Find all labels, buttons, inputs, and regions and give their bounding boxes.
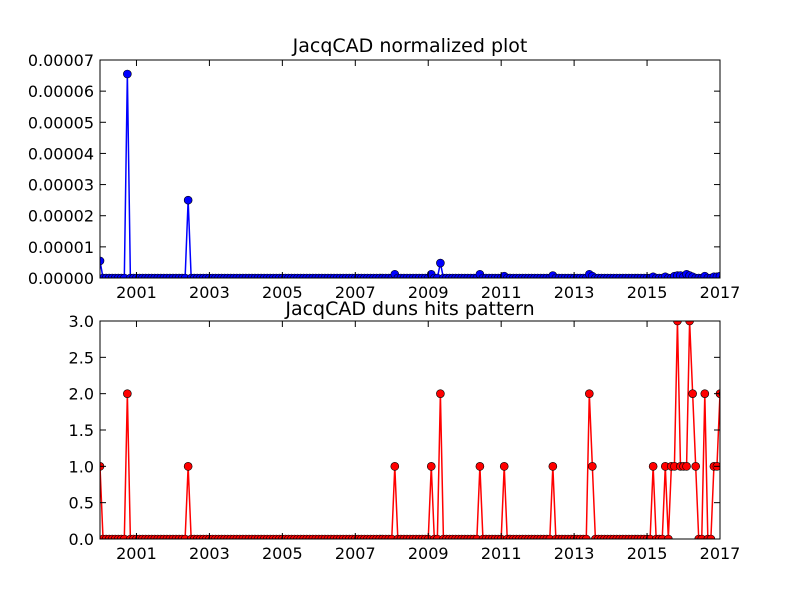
duns-hits-pattern-data-point (123, 389, 132, 398)
duns-hits-pattern-data-point (426, 462, 436, 471)
duns-hits-pattern-data-point (664, 534, 673, 539)
normalized-plot-x-tick-label: 2017 (700, 283, 741, 302)
duns-hits-pattern-data-point (682, 462, 691, 471)
duns-hits-pattern-chart: JacqCAD duns hits pattern 2001 2003 2005 20… (69, 298, 741, 563)
duns-hits-pattern-data-point (673, 321, 682, 326)
duns-hits-pattern-y-tick-label: 1.5 (69, 421, 94, 440)
duns-hits-pattern-data-point (390, 462, 400, 471)
duns-hits-pattern-x-tick-label: 2015 (627, 544, 668, 563)
duns-hits-pattern-x-tick-label: 2005 (262, 544, 303, 563)
duns-hits-pattern-data-point (436, 389, 445, 398)
duns-hits-pattern-y-tick-label: 2.5 (69, 348, 94, 367)
normalized-plot-y-tick-label: 0.00006 (28, 82, 94, 101)
duns-hits-pattern-data-point (585, 389, 594, 398)
duns-hits-pattern-data-point (475, 462, 485, 471)
normalized-plot-y-tick-label: 0.00003 (28, 176, 94, 195)
duns-hits-pattern-data-point (588, 462, 597, 471)
duns-hits-pattern-data-point (685, 321, 694, 326)
duns-hits-pattern-data-point (700, 389, 710, 398)
duns-hits-pattern-data-point (706, 534, 716, 539)
normalized-plot-x-tick-label: 2013 (554, 283, 595, 302)
duns-hits-pattern-data-point (648, 462, 658, 471)
duns-hits-pattern-y-tick-label: 0.0 (69, 530, 94, 549)
duns-hits-pattern-x-tick-label: 2013 (554, 544, 595, 563)
duns-hits-pattern-data-point (499, 462, 509, 471)
normalized-plot-x-tick-label: 2015 (627, 283, 668, 302)
duns-hits-pattern-data-point (581, 534, 591, 539)
normalized-plot-x-tick-label: 2009 (408, 283, 449, 302)
duns-hits-pattern-title: JacqCAD duns hits pattern (284, 298, 534, 320)
normalized-plot-y-tick-label: 0.00001 (28, 238, 94, 257)
duns-hits-pattern-data-point (548, 462, 558, 471)
normalized-plot-x-tick-label: 2007 (335, 283, 376, 302)
normalized-plot-title: JacqCAD normalized plot (292, 35, 528, 57)
normalized-plot-data-point (436, 258, 445, 268)
normalized-plot-y-tick-label: 0.00000 (28, 269, 94, 288)
duns-hits-pattern-data-point (688, 389, 697, 398)
normalized-plot-ticks: 2001 2003 2005 2007 2009 2011 2013 2015 2017 0.00… (28, 51, 741, 302)
normalized-plot-data-point (123, 69, 132, 79)
normalized-plot-y-tick-label: 0.00004 (28, 144, 94, 163)
normalized-plot-x-tick-label: 2003 (189, 283, 230, 302)
duns-hits-pattern-x-tick-label: 2001 (116, 544, 157, 563)
duns-hits-pattern-ticks: 2001 2003 2005 2007 2009 2011 2013 2015 2017 0.0 0… (69, 312, 741, 563)
normalized-plot-data-point (100, 256, 105, 266)
duns-hits-pattern-y-tick-label: 1.0 (69, 457, 94, 476)
normalized-plot-chart: JacqCAD normalized plot 2001 2003 2005 2007… (28, 35, 741, 302)
duns-hits-pattern-y-tick-label: 0.5 (69, 494, 94, 513)
normalized-plot-data-point (183, 195, 193, 205)
normalized-plot-y-tick-label: 0.00002 (28, 207, 94, 226)
normalized-plot-x-tick-label: 2001 (116, 283, 157, 302)
normalized-plot-axes-frame (99, 59, 721, 279)
duns-hits-pattern-y-tick-label: 2.0 (69, 385, 94, 404)
normalized-plot-y-tick-label: 0.00007 (28, 51, 94, 70)
normalized-plot-y-tick-label: 0.00005 (28, 113, 94, 132)
duns-hits-pattern-data-point (691, 462, 700, 471)
duns-hits-pattern-x-tick-label: 2003 (189, 544, 230, 563)
duns-hits-pattern-data-point (183, 462, 193, 471)
normalized-plot-series (100, 69, 720, 278)
duns-hits-pattern-y-tick-label: 3.0 (69, 312, 94, 331)
normalized-plot-x-tick-label: 2011 (481, 283, 522, 302)
duns-hits-pattern-x-tick-label: 2007 (335, 544, 376, 563)
duns-hits-pattern-x-tick-label: 2011 (481, 544, 522, 563)
duns-hits-pattern-x-tick-label: 2009 (408, 544, 449, 563)
normalized-plot-x-tick-label: 2005 (262, 283, 303, 302)
duns-hits-pattern-x-tick-label: 2017 (700, 544, 741, 563)
duns-hits-pattern-series (100, 321, 720, 539)
